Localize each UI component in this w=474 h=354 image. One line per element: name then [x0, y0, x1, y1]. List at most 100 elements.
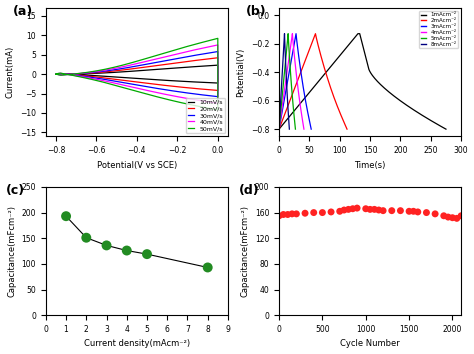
10mV/s [59, 72, 65, 76]
Point [405, 209, 413, 214]
2mAcm⁻² [314, 40, 320, 44]
5mAcm⁻² [289, 83, 294, 87]
Text: (b): (b) [246, 5, 267, 18]
10mV/s [73, 73, 79, 77]
Point [301, 210, 309, 216]
X-axis label: Time(s): Time(s) [355, 161, 386, 170]
Point [275, 213, 283, 219]
40mV/s [73, 74, 79, 78]
50mV/s [154, 95, 159, 99]
30mV/s [59, 73, 65, 77]
1mAcm⁻² [316, 80, 321, 84]
Point [397, 208, 404, 213]
30mV/s [111, 68, 117, 72]
50mV/s [215, 36, 221, 40]
40mV/s [53, 72, 59, 76]
Y-axis label: Capacitance(mFcm⁻²): Capacitance(mFcm⁻²) [7, 205, 16, 297]
8mAcm⁻² [284, 83, 290, 87]
8mAcm⁻² [286, 115, 292, 119]
1mAcm⁻² [443, 127, 449, 131]
1mAcm⁻² [276, 127, 282, 131]
3mAcm⁻² [309, 127, 314, 131]
2mAcm⁻² [332, 97, 337, 102]
10mV/s [211, 81, 217, 85]
8mAcm⁻² [282, 48, 288, 52]
2mAcm⁻² [313, 32, 319, 36]
30mV/s [53, 72, 59, 76]
50mV/s [53, 72, 59, 76]
20mV/s [53, 72, 59, 76]
Point [340, 207, 348, 213]
5mAcm⁻² [285, 32, 291, 36]
4mAcm⁻² [283, 76, 289, 80]
5mAcm⁻² [288, 79, 294, 83]
2mAcm⁻² [344, 127, 350, 131]
Point [280, 212, 287, 217]
10mV/s [154, 78, 159, 82]
4mAcm⁻² [279, 109, 284, 114]
3mAcm⁻² [300, 81, 305, 85]
8mAcm⁻² [276, 127, 282, 131]
30mV/s [211, 94, 217, 98]
1mAcm⁻² [378, 82, 383, 87]
Point [431, 211, 439, 217]
1mAcm⁻² [355, 32, 361, 36]
Point [310, 210, 318, 216]
30mV/s [73, 73, 79, 78]
40mV/s [154, 90, 159, 95]
10mV/s [215, 81, 221, 85]
4mAcm⁻² [297, 97, 302, 101]
Point [371, 206, 378, 212]
Line: 50mV/s: 50mV/s [56, 38, 218, 110]
Y-axis label: Potential(V): Potential(V) [236, 47, 245, 97]
Point [423, 210, 430, 216]
30mV/s [53, 72, 59, 76]
Line: 20mV/s: 20mV/s [56, 58, 218, 90]
40mV/s [59, 73, 65, 77]
Point [410, 209, 417, 214]
Point [345, 206, 352, 212]
5mAcm⁻² [289, 90, 295, 95]
10mV/s [200, 64, 205, 68]
1mAcm⁻² [287, 114, 292, 118]
50mV/s [59, 73, 65, 77]
Y-axis label: Current(mA): Current(mA) [6, 46, 15, 98]
5mAcm⁻² [276, 127, 282, 131]
Point [379, 208, 387, 213]
Point [204, 265, 211, 270]
40mV/s [211, 101, 217, 105]
20mV/s [59, 73, 65, 77]
Point [123, 248, 130, 253]
50mV/s [111, 65, 117, 69]
20mV/s [111, 69, 117, 73]
Point [362, 206, 370, 212]
20mV/s [53, 72, 59, 76]
30mV/s [200, 52, 205, 56]
40mV/s [111, 67, 117, 71]
Line: 10mV/s: 10mV/s [56, 65, 218, 83]
3mAcm⁻² [293, 32, 299, 36]
X-axis label: Cycle Number: Cycle Number [340, 339, 400, 348]
X-axis label: Potential(V vs SCE): Potential(V vs SCE) [97, 161, 177, 170]
40mV/s [53, 72, 59, 76]
8mAcm⁻² [284, 88, 290, 93]
Point [353, 205, 361, 211]
4mAcm⁻² [278, 117, 283, 121]
4mAcm⁻² [279, 107, 285, 111]
40mV/s [215, 43, 221, 47]
5mAcm⁻² [292, 127, 298, 131]
2mAcm⁻² [333, 100, 338, 104]
Point [284, 212, 292, 217]
Point [414, 209, 421, 215]
Point [440, 213, 447, 219]
Line: 8mAcm⁻²: 8mAcm⁻² [279, 34, 289, 129]
1mAcm⁻² [340, 50, 346, 55]
Point [82, 235, 90, 241]
Text: (c): (c) [6, 184, 25, 198]
50mV/s [200, 40, 205, 45]
Legend: 10mV/s, 20mV/s, 30mV/s, 40mV/s, 50mV/s: 10mV/s, 20mV/s, 30mV/s, 40mV/s, 50mV/s [186, 97, 225, 133]
8mAcm⁻² [286, 127, 292, 131]
Point [375, 207, 383, 213]
Point [366, 206, 374, 212]
3mAcm⁻² [303, 103, 309, 107]
